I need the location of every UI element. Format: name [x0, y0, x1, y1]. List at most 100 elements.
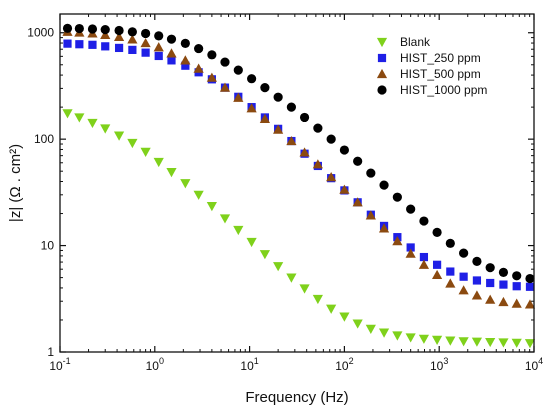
data-point: [498, 267, 509, 277]
data-point: [114, 25, 124, 36]
x-tick-label: 10-1: [49, 356, 70, 373]
data-point: [127, 138, 138, 149]
data-point: [233, 65, 243, 75]
data-point: [339, 312, 350, 322]
data-point: [459, 272, 468, 281]
series-0: [62, 109, 536, 349]
legend-label: HIST_1000 ppm: [400, 83, 487, 97]
data-point: [339, 145, 349, 155]
data-point: [365, 324, 376, 334]
data-point: [459, 248, 469, 258]
data-point: [286, 135, 297, 146]
legend-label: HIST_250 ppm: [400, 51, 481, 65]
x-tick-label: 101: [240, 356, 258, 373]
data-point: [100, 124, 111, 134]
data-point: [312, 159, 323, 169]
data-point: [87, 118, 98, 129]
data-point: [499, 280, 508, 289]
data-point: [446, 267, 455, 276]
data-point: [471, 337, 483, 347]
legend-marker: [377, 85, 387, 95]
data-point: [153, 42, 164, 52]
data-point: [273, 92, 283, 102]
data-point: [392, 192, 402, 202]
tick-labels: 10-1 100 101 102 103 104 1 10 100 1000: [27, 26, 543, 373]
y-tick-label: 100: [34, 132, 54, 146]
data-point: [114, 43, 124, 53]
data-point: [313, 123, 323, 133]
data-point: [87, 24, 98, 34]
data-point: [180, 55, 191, 65]
data-point: [392, 236, 403, 246]
data-point: [378, 328, 390, 338]
data-point: [206, 201, 217, 212]
data-point: [113, 131, 125, 141]
data-point: [485, 337, 496, 348]
data-point: [472, 256, 482, 267]
data-point: [220, 57, 230, 67]
data-point: [180, 179, 191, 189]
x-tick-label: 103: [430, 356, 448, 373]
data-point: [379, 180, 389, 190]
data-point: [352, 319, 363, 329]
data-point: [246, 103, 257, 113]
data-point: [498, 338, 509, 348]
data-point: [511, 338, 522, 348]
data-point: [166, 168, 177, 178]
data-point: [180, 38, 190, 48]
data-point: [259, 113, 270, 124]
plot-frame: [59, 13, 535, 353]
data-point: [194, 43, 204, 54]
data-point: [486, 278, 495, 288]
data-point: [418, 259, 430, 269]
data-point: [326, 172, 337, 182]
legend-marker: [377, 53, 387, 63]
data-point: [88, 40, 97, 49]
data-point: [326, 134, 336, 144]
legend-label: Blank: [400, 35, 431, 49]
data-point: [299, 112, 310, 123]
data-point: [62, 109, 73, 119]
data-point: [113, 31, 125, 41]
data-point: [458, 285, 469, 295]
data-point: [259, 250, 270, 260]
legend-marker: [376, 37, 388, 48]
legend-label: HIST_500 ppm: [400, 67, 481, 81]
data-point: [207, 50, 217, 60]
data-point: [445, 278, 456, 288]
data-point: [312, 294, 323, 305]
data-point: [75, 40, 84, 49]
data-point: [193, 190, 204, 200]
data-point: [140, 37, 151, 48]
data-point: [405, 248, 416, 258]
data-point: [153, 157, 164, 168]
data-point: [100, 25, 110, 35]
data-point: [141, 28, 151, 39]
y-axis-title: |z| (Ω . cm²): [7, 144, 24, 222]
data-point: [166, 48, 177, 58]
data-point: [418, 334, 430, 344]
data-point: [128, 45, 137, 54]
data-point: [127, 34, 138, 44]
data-point: [246, 237, 257, 248]
data-points: [62, 23, 536, 349]
data-point: [74, 23, 84, 34]
data-point: [299, 147, 310, 157]
y-tick-label: 10: [41, 239, 55, 253]
data-point: [339, 184, 350, 194]
data-point: [419, 216, 429, 226]
data-point: [273, 124, 284, 134]
data-point: [181, 61, 190, 70]
data-point: [167, 56, 176, 65]
data-point: [273, 262, 284, 272]
data-point: [100, 29, 111, 39]
x-axis-title: Frequency (Hz): [245, 389, 348, 406]
data-point: [511, 298, 522, 308]
data-point: [378, 223, 390, 233]
legend: Blank HIST_250 ppm HIST_500 ppm HIST_1000 p…: [376, 35, 487, 97]
data-point: [286, 273, 297, 283]
data-point: [154, 51, 163, 61]
data-point: [419, 252, 429, 262]
data-point: [432, 260, 442, 269]
